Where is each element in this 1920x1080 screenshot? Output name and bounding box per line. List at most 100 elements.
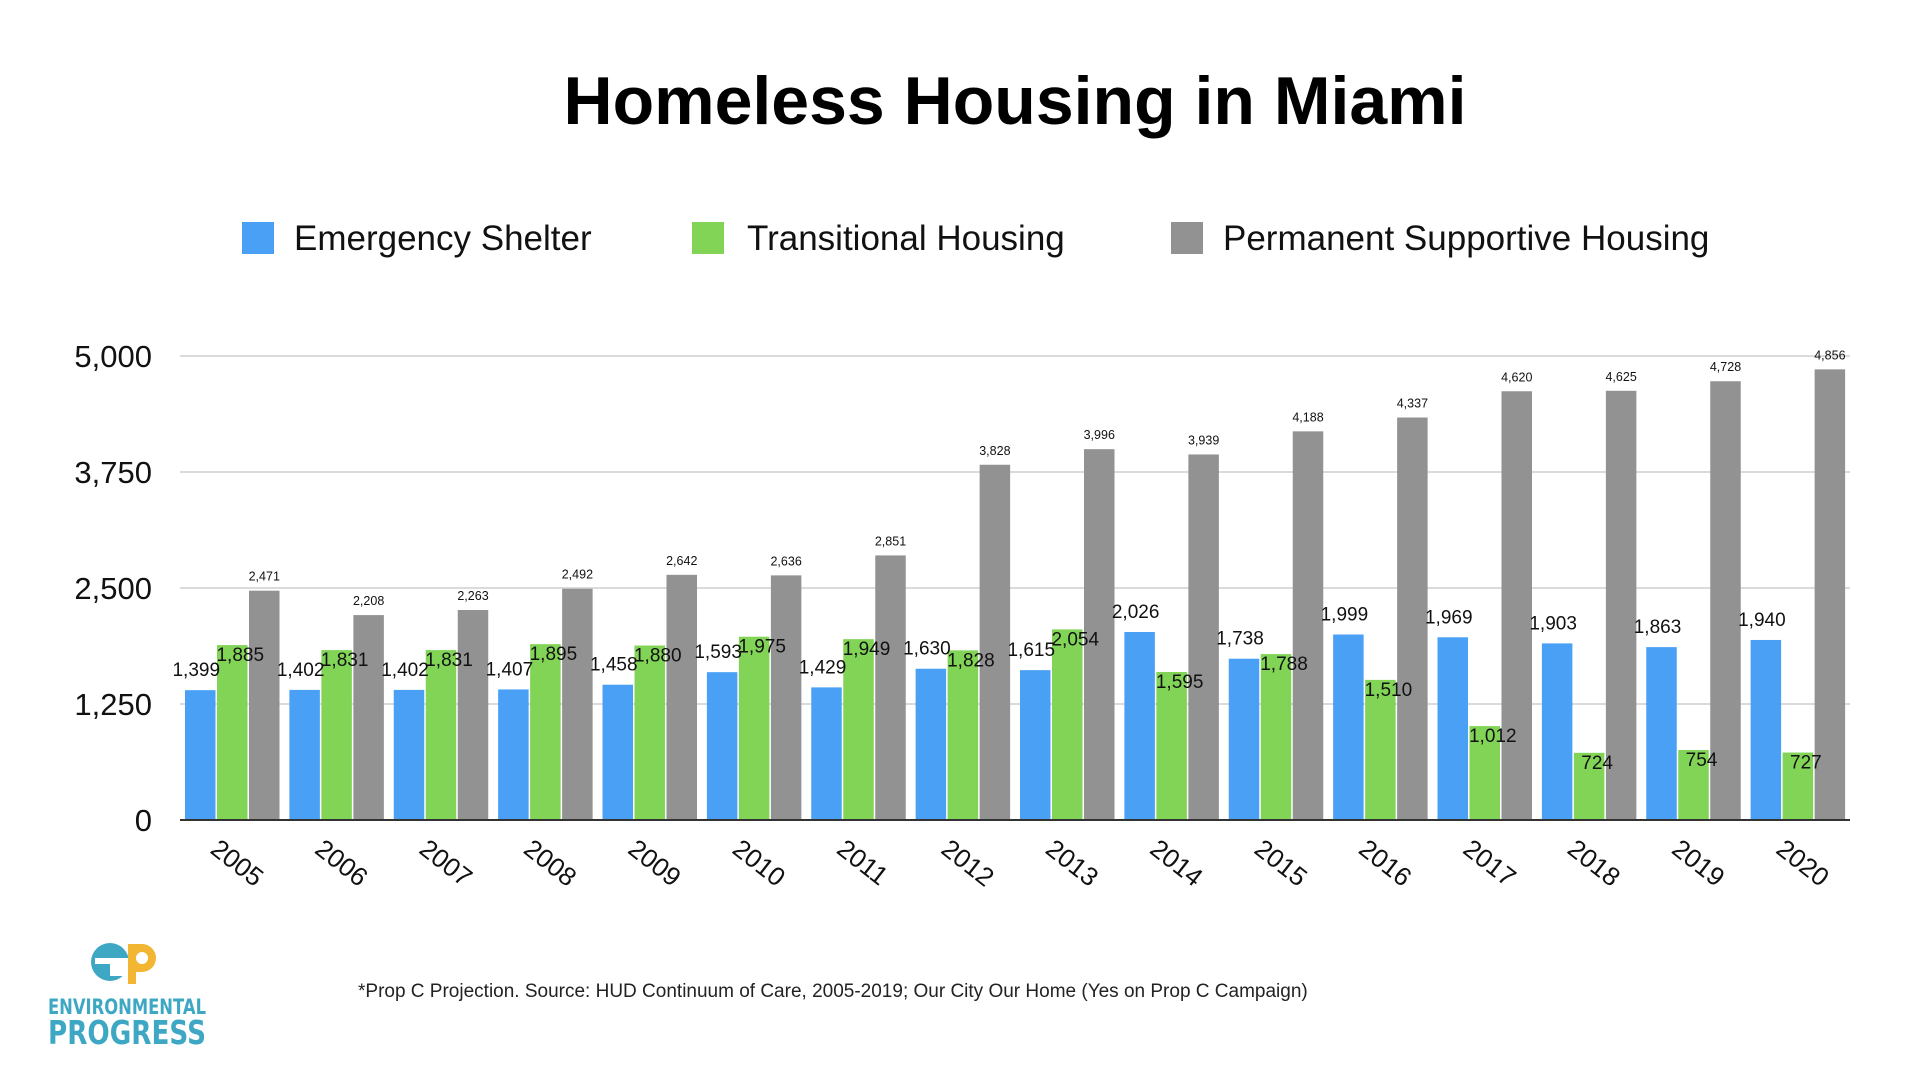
data-label-emergency-shelter-2005: 1,399 — [172, 660, 220, 681]
legend-label-emergency-shelter: Emergency Shelter — [294, 219, 592, 258]
data-label-transitional-housing-2010: 1,975 — [738, 637, 786, 658]
bar-emergency-shelter-2020 — [1750, 639, 1782, 820]
data-label-permanent-supportive-housing-2011: 2,851 — [875, 534, 906, 548]
bar-transitional-housing-2020 — [1782, 752, 1814, 820]
bar-transitional-housing-2010 — [738, 636, 770, 820]
bar-emergency-shelter-2012 — [915, 668, 947, 820]
data-label-transitional-housing-2009: 1,880 — [634, 646, 682, 667]
x-tick-label: 2005 — [205, 833, 269, 892]
bar-transitional-housing-2014 — [1156, 671, 1187, 820]
data-label-emergency-shelter-2013: 1,615 — [1007, 640, 1055, 661]
x-tick-label: 2013 — [1040, 833, 1104, 892]
bar-transitional-housing-2018 — [1573, 752, 1605, 820]
bar-transitional-housing-2009 — [634, 645, 665, 820]
data-label-permanent-supportive-housing-2008: 2,492 — [562, 568, 593, 582]
x-tick-label: 2011 — [832, 833, 895, 891]
data-label-transitional-housing-2020: 727 — [1790, 753, 1822, 774]
bar-permanent-supportive-housing-2014 — [1188, 454, 1219, 820]
data-label-emergency-shelter-2016: 1,999 — [1321, 604, 1369, 625]
data-label-transitional-housing-2018: 724 — [1581, 753, 1613, 774]
x-tick-label: 2019 — [1667, 833, 1731, 892]
legend-swatch-transitional-housing — [692, 222, 724, 254]
legend-label-permanent-supportive-housing: Permanent Supportive Housing — [1223, 219, 1709, 258]
bar-permanent-supportive-housing-2007 — [457, 609, 489, 820]
x-tick-label: 2020 — [1771, 833, 1835, 892]
legend-swatch-permanent-supportive-housing — [1171, 222, 1203, 254]
y-tick-label: 5,000 — [74, 339, 152, 374]
data-label-transitional-housing-2014: 1,595 — [1156, 672, 1204, 693]
data-label-transitional-housing-2006: 1,831 — [321, 650, 369, 671]
bar-transitional-housing-2013 — [1052, 629, 1083, 820]
data-label-transitional-housing-2007: 1,831 — [425, 650, 473, 671]
source-footnote: *Prop C Projection. Source: HUD Continuu… — [358, 981, 1308, 1002]
bar-transitional-housing-2019 — [1678, 750, 1709, 820]
bar-permanent-supportive-housing-2015 — [1292, 431, 1324, 820]
data-label-permanent-supportive-housing-2012: 3,828 — [979, 444, 1010, 458]
bar-emergency-shelter-2018 — [1541, 643, 1573, 820]
y-tick-label: 0 — [135, 803, 152, 838]
bar-permanent-supportive-housing-2013 — [1084, 449, 1115, 820]
data-label-transitional-housing-2013: 2,054 — [1051, 629, 1099, 650]
bar-transitional-housing-2011 — [843, 639, 874, 820]
y-tick-label: 2,500 — [74, 571, 152, 606]
legend-label-transitional-housing: Transitional Housing — [747, 219, 1065, 258]
data-label-permanent-supportive-housing-2010: 2,636 — [770, 554, 801, 568]
data-label-transitional-housing-2011: 1,949 — [843, 639, 891, 660]
bar-permanent-supportive-housing-2008 — [562, 588, 593, 820]
data-label-emergency-shelter-2007: 1,402 — [381, 660, 429, 681]
data-label-transitional-housing-2012: 1,828 — [947, 650, 995, 671]
bar-permanent-supportive-housing-2011 — [875, 555, 906, 820]
bar-permanent-supportive-housing-2018 — [1605, 390, 1637, 820]
bar-permanent-supportive-housing-2017 — [1501, 391, 1532, 820]
bar-permanent-supportive-housing-2019 — [1710, 381, 1741, 820]
x-tick-label: 2018 — [1562, 833, 1626, 892]
data-label-permanent-supportive-housing-2020: 4,856 — [1814, 348, 1845, 362]
bar-emergency-shelter-2009 — [602, 684, 633, 820]
bar-permanent-supportive-housing-2006 — [353, 615, 384, 820]
bar-emergency-shelter-2008 — [498, 689, 529, 820]
x-tick-label: 2014 — [1145, 833, 1209, 892]
data-label-transitional-housing-2019: 754 — [1686, 750, 1718, 771]
data-label-emergency-shelter-2017: 1,969 — [1425, 607, 1473, 628]
bar-permanent-supportive-housing-2009 — [666, 574, 697, 820]
data-label-permanent-supportive-housing-2019: 4,728 — [1710, 360, 1741, 374]
ep-logo-icon — [91, 943, 156, 984]
bar-transitional-housing-2012 — [947, 650, 979, 820]
data-label-emergency-shelter-2014: 2,026 — [1112, 602, 1160, 623]
bar-permanent-supportive-housing-2012 — [979, 464, 1011, 820]
data-label-permanent-supportive-housing-2009: 2,642 — [666, 554, 697, 568]
bar-transitional-housing-2005 — [217, 645, 248, 820]
bars — [185, 369, 1846, 820]
x-tick-label: 2008 — [518, 833, 582, 892]
data-label-emergency-shelter-2009: 1,458 — [590, 655, 638, 676]
x-tick-label: 2010 — [727, 833, 791, 892]
data-label-permanent-supportive-housing-2006: 2,208 — [353, 594, 384, 608]
legend: Emergency Shelter Transitional Housing P… — [242, 219, 1709, 258]
data-label-emergency-shelter-2019: 1,863 — [1634, 617, 1682, 638]
bar-transitional-housing-2008 — [530, 644, 561, 820]
environmental-progress-logo: ENVIRONMENTAL PROGRESS — [48, 943, 206, 1052]
data-label-permanent-supportive-housing-2014: 3,939 — [1188, 433, 1219, 447]
bar-permanent-supportive-housing-2020 — [1814, 369, 1846, 820]
data-label-emergency-shelter-2012: 1,630 — [903, 639, 951, 660]
bar-transitional-housing-2006 — [321, 650, 352, 820]
data-label-transitional-housing-2017: 1,012 — [1469, 726, 1517, 747]
data-label-permanent-supportive-housing-2005: 2,471 — [249, 570, 280, 584]
bar-emergency-shelter-2005 — [185, 690, 216, 820]
legend-swatch-emergency-shelter — [242, 222, 274, 254]
data-label-emergency-shelter-2018: 1,903 — [1529, 613, 1577, 634]
bar-permanent-supportive-housing-2016 — [1397, 417, 1428, 820]
data-label-emergency-shelter-2020: 1,940 — [1738, 610, 1786, 631]
bar-emergency-shelter-2013 — [1020, 670, 1051, 820]
x-tick-label: 2016 — [1353, 833, 1417, 892]
chart-title: Homeless Housing in Miami — [563, 63, 1466, 139]
x-axis-ticks: 2005 2006 2007 2008 2009 2010 2011 2012 2013 2014… — [205, 833, 1835, 892]
bar-transitional-housing-2007 — [425, 650, 457, 820]
bar-transitional-housing-2015 — [1260, 654, 1292, 820]
data-label-transitional-housing-2008: 1,895 — [530, 644, 578, 665]
logo-line-1: ENVIRONMENTAL — [48, 995, 206, 1019]
y-axis-ticks: 0 1,250 2,500 3,750 5,000 — [74, 339, 152, 838]
data-label-transitional-housing-2016: 1,510 — [1365, 680, 1413, 701]
data-label-emergency-shelter-2008: 1,407 — [486, 659, 534, 680]
